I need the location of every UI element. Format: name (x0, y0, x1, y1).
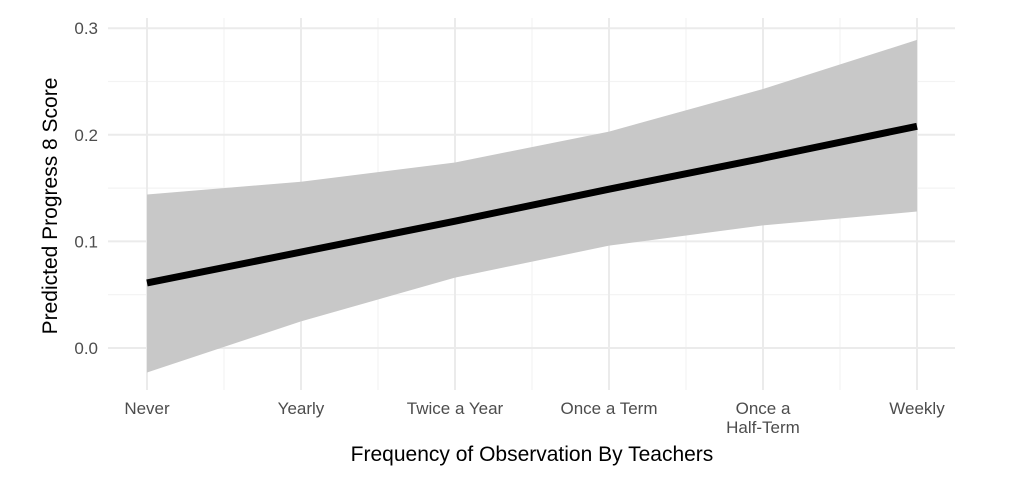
y-tick-labels: 0.0 0.1 0.2 0.3 (74, 19, 98, 358)
y-tick-label: 0.2 (74, 126, 98, 145)
y-tick-label: 0.3 (74, 19, 98, 38)
x-axis-title: Frequency of Observation By Teachers (351, 443, 714, 466)
x-tick-label: Once a Half-Term (726, 399, 800, 437)
y-axis-title: Predicted Progress 8 Score (39, 78, 62, 335)
x-tick-label: Weekly (889, 399, 945, 418)
y-tick-label: 0.0 (74, 339, 98, 358)
x-tick-label: Yearly (278, 399, 325, 418)
x-tick-labels: Never Yearly Twice a Year Once a Term Once a… (124, 399, 945, 437)
x-tick-label: Once a Term (560, 399, 657, 418)
y-tick-label: 0.1 (74, 232, 98, 251)
x-tick-label: Twice a Year (407, 399, 504, 418)
series-line (146, 122, 918, 287)
x-tick-label: Never (124, 399, 170, 418)
